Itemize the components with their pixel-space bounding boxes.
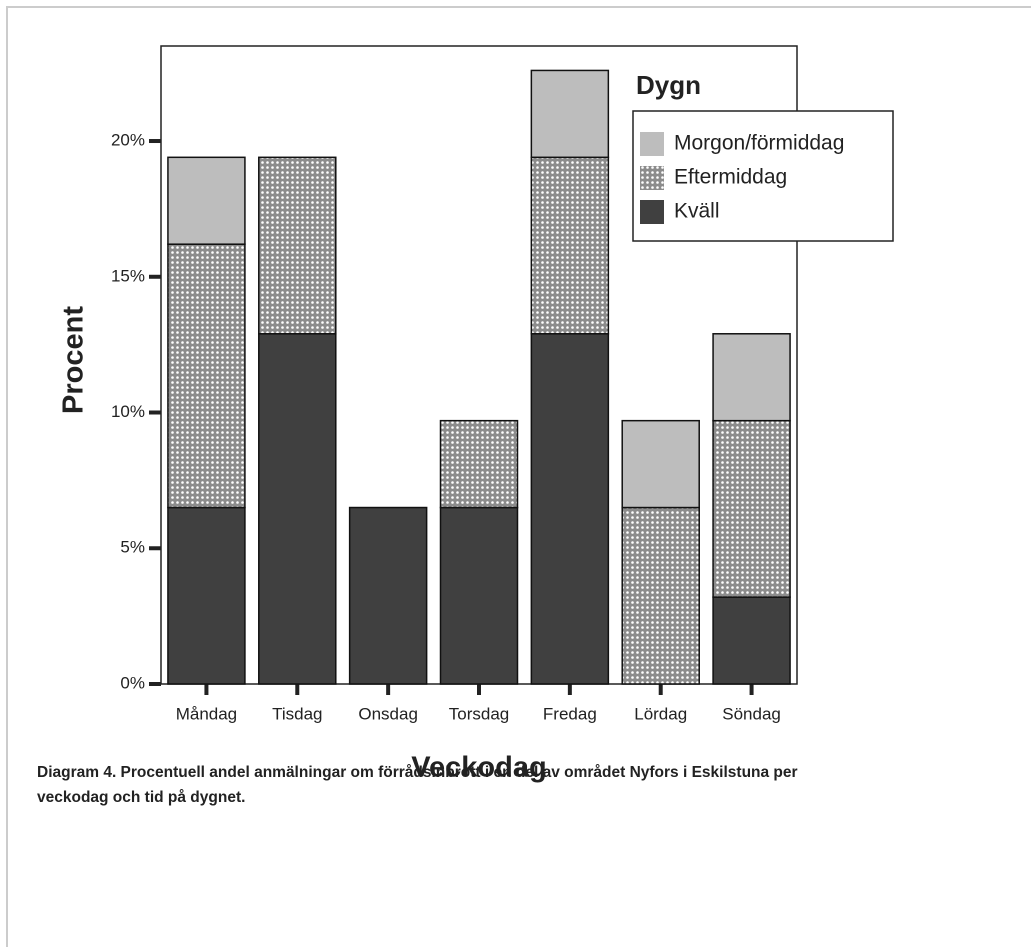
bar-segment bbox=[348, 506, 428, 685]
legend-box bbox=[632, 110, 894, 242]
frame bbox=[6, 6, 1031, 947]
legend-label: Kväll bbox=[674, 200, 720, 223]
legend-swatch bbox=[640, 166, 664, 190]
bar-segment bbox=[530, 156, 610, 335]
y-tick-label: 15% bbox=[111, 266, 145, 285]
bar-segment bbox=[258, 156, 337, 335]
x-tick-label: Måndag bbox=[176, 704, 237, 723]
x-tick-label: Lördag bbox=[634, 704, 687, 723]
legend-swatch bbox=[640, 200, 664, 224]
y-tick-label: 20% bbox=[111, 131, 145, 150]
legend-label: Morgon/förmiddag bbox=[674, 132, 844, 155]
x-tick-label: Söndag bbox=[722, 704, 781, 723]
bar-segment bbox=[167, 506, 246, 685]
x-tick-label: Torsdag bbox=[449, 704, 509, 723]
legend-label: Eftermiddag bbox=[674, 166, 787, 189]
x-axis-label: Veckodag bbox=[411, 752, 546, 784]
bar-segment bbox=[621, 506, 700, 685]
bar-segment bbox=[621, 419, 700, 509]
y-tick-label: 5% bbox=[120, 538, 145, 557]
bar-segment bbox=[439, 506, 519, 685]
caption: Diagram 4. Procentuell andel anmälningar… bbox=[37, 764, 798, 806]
x-tick-label: Onsdag bbox=[358, 704, 418, 723]
legend-title: Dygn bbox=[636, 70, 701, 100]
y-axis-label: Procent bbox=[58, 306, 90, 414]
bar-segment bbox=[530, 333, 610, 685]
bar-segment bbox=[712, 333, 791, 422]
bar-segment bbox=[530, 69, 610, 159]
bar-segment bbox=[439, 419, 519, 509]
y-tick-label: 10% bbox=[111, 402, 145, 421]
legend-swatch bbox=[640, 132, 664, 156]
bar-segment bbox=[258, 333, 337, 685]
bar-segment bbox=[167, 156, 246, 245]
bar-segment bbox=[167, 243, 246, 509]
x-tick-label: Tisdag bbox=[272, 704, 322, 723]
y-tick-label: 0% bbox=[120, 673, 145, 692]
bar-segment bbox=[712, 596, 791, 685]
x-tick-label: Fredag bbox=[543, 704, 597, 723]
bar-segment bbox=[712, 419, 791, 598]
